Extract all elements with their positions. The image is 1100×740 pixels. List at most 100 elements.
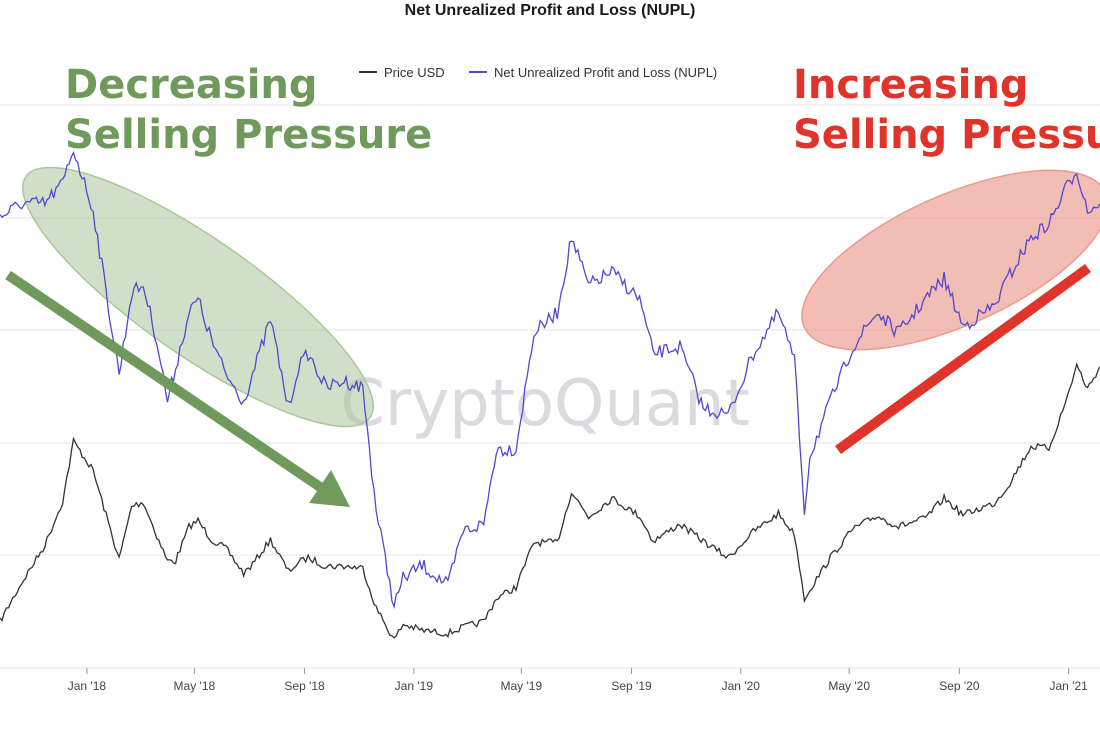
nupl-point[interactable] xyxy=(532,331,536,335)
nupl-point[interactable] xyxy=(19,202,23,206)
nupl-point[interactable] xyxy=(776,311,780,315)
nupl-point[interactable] xyxy=(155,338,159,342)
price-point[interactable] xyxy=(155,534,159,538)
price-point[interactable] xyxy=(482,619,486,623)
price-point[interactable] xyxy=(141,500,145,504)
price-point[interactable] xyxy=(751,530,755,534)
nupl-point[interactable] xyxy=(651,352,655,356)
nupl-point[interactable] xyxy=(1075,167,1079,171)
price-point[interactable] xyxy=(678,522,682,526)
nupl-point[interactable] xyxy=(224,372,228,376)
nupl-point[interactable] xyxy=(555,311,559,315)
nupl-point[interactable] xyxy=(1085,208,1089,212)
nupl-point[interactable] xyxy=(992,304,996,308)
nupl-point[interactable] xyxy=(678,345,682,349)
price-point[interactable] xyxy=(342,564,346,568)
nupl-point[interactable] xyxy=(1029,236,1033,240)
price-point[interactable] xyxy=(117,557,121,561)
nupl-point[interactable] xyxy=(942,277,946,281)
nupl-point[interactable] xyxy=(242,399,246,403)
price-point[interactable] xyxy=(494,596,498,600)
nupl-point[interactable] xyxy=(401,577,405,581)
nupl-point[interactable] xyxy=(851,345,855,349)
price-point[interactable] xyxy=(461,625,465,629)
nupl-point[interactable] xyxy=(209,338,213,342)
price-point[interactable] xyxy=(43,543,47,547)
nupl-point[interactable] xyxy=(726,413,730,417)
nupl-point[interactable] xyxy=(828,399,832,403)
price-point[interactable] xyxy=(851,527,855,531)
nupl-point[interactable] xyxy=(1063,188,1067,192)
nupl-point[interactable] xyxy=(174,365,178,369)
nupl-point[interactable] xyxy=(286,406,290,410)
price-point[interactable] xyxy=(306,556,310,560)
price-point[interactable] xyxy=(1075,363,1079,367)
nupl-point[interactable] xyxy=(269,318,273,322)
nupl-point[interactable] xyxy=(587,283,591,287)
price-point[interactable] xyxy=(651,539,655,543)
price-point[interactable] xyxy=(992,501,996,505)
nupl-point[interactable] xyxy=(1047,222,1051,226)
price-point[interactable] xyxy=(1029,444,1033,448)
nupl-point[interactable] xyxy=(296,365,300,369)
nupl-point[interactable] xyxy=(808,454,812,458)
price-point[interactable] xyxy=(130,504,134,508)
nupl-point[interactable] xyxy=(875,311,879,315)
price-point[interactable] xyxy=(532,541,536,545)
nupl-point[interactable] xyxy=(961,324,965,328)
price-point[interactable] xyxy=(726,556,730,560)
price-point[interactable] xyxy=(1006,484,1010,488)
price-point[interactable] xyxy=(793,532,797,536)
price-point[interactable] xyxy=(174,559,178,563)
price-point[interactable] xyxy=(1063,402,1067,406)
nupl-point[interactable] xyxy=(896,331,900,335)
price-point[interactable] xyxy=(569,490,573,494)
price-point[interactable] xyxy=(923,516,927,520)
price-point[interactable] xyxy=(361,566,365,570)
price-point[interactable] xyxy=(224,546,228,550)
nupl-point[interactable] xyxy=(361,386,365,390)
nupl-point[interactable] xyxy=(130,290,134,294)
price-point[interactable] xyxy=(555,541,559,545)
price-point[interactable] xyxy=(802,596,806,600)
nupl-point[interactable] xyxy=(514,447,518,451)
nupl-point[interactable] xyxy=(324,386,328,390)
nupl-point[interactable] xyxy=(342,379,346,383)
price-point[interactable] xyxy=(638,514,642,518)
nupl-point[interactable] xyxy=(117,372,121,376)
price-point[interactable] xyxy=(71,439,75,443)
nupl-point[interactable] xyxy=(610,270,614,274)
nupl-point[interactable] xyxy=(374,509,378,513)
price-point[interactable] xyxy=(808,587,812,591)
nupl-point[interactable] xyxy=(494,447,498,451)
nupl-point[interactable] xyxy=(196,297,200,301)
legend-label-nupl[interactable]: Net Unrealized Profit and Loss (NUPL) xyxy=(494,65,717,80)
price-point[interactable] xyxy=(286,570,290,574)
nupl-point[interactable] xyxy=(141,283,145,287)
price-point[interactable] xyxy=(269,538,273,542)
price-point[interactable] xyxy=(1085,387,1089,391)
nupl-point[interactable] xyxy=(701,406,705,410)
nupl-point[interactable] xyxy=(61,181,65,185)
price-point[interactable] xyxy=(875,514,879,518)
nupl-point[interactable] xyxy=(638,297,642,301)
nupl-point[interactable] xyxy=(187,311,191,315)
price-point[interactable] xyxy=(446,631,450,635)
nupl-point[interactable] xyxy=(91,208,95,212)
nupl-point[interactable] xyxy=(793,358,797,362)
nupl-point[interactable] xyxy=(1006,277,1010,281)
price-point[interactable] xyxy=(324,564,328,568)
price-point[interactable] xyxy=(896,525,900,529)
price-point[interactable] xyxy=(19,581,23,585)
nupl-point[interactable] xyxy=(569,236,573,240)
price-point[interactable] xyxy=(420,628,424,632)
price-point[interactable] xyxy=(961,513,965,517)
nupl-point[interactable] xyxy=(420,563,424,567)
price-point[interactable] xyxy=(166,559,170,563)
price-point[interactable] xyxy=(61,499,65,503)
price-point[interactable] xyxy=(587,515,591,519)
price-point[interactable] xyxy=(91,469,95,473)
price-point[interactable] xyxy=(701,539,705,543)
nupl-point[interactable] xyxy=(482,522,486,526)
price-point[interactable] xyxy=(1047,446,1051,450)
